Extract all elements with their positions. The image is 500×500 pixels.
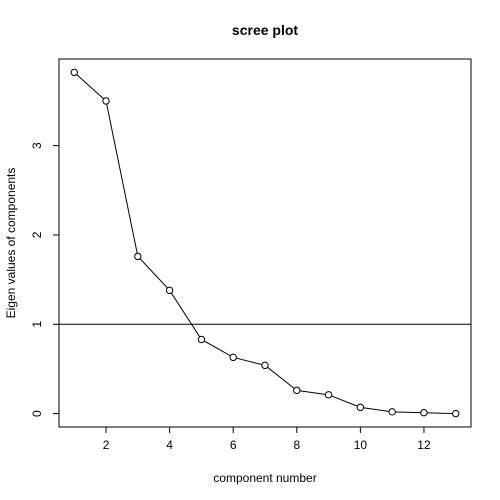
data-point <box>388 408 396 416</box>
data-point <box>324 391 333 399</box>
y-axis: 0 1 2 3 <box>30 142 60 417</box>
data-point <box>102 97 110 105</box>
data-point <box>261 361 269 370</box>
x-tick-label: 12 <box>417 438 431 452</box>
plot-frame <box>58 58 472 428</box>
x-tick-label: 4 <box>166 438 173 452</box>
x-tick-label: 8 <box>293 438 300 452</box>
y-axis-label: Eigen values of components <box>4 168 18 319</box>
y-tick-label: 2 <box>30 231 44 238</box>
x-axis-label: component number <box>213 471 316 485</box>
data-point <box>70 68 78 77</box>
x-axis: 2 4 6 8 10 12 <box>103 426 431 452</box>
x-tick-label: 10 <box>354 438 368 452</box>
y-tick-label: 1 <box>30 321 44 328</box>
data-point <box>197 335 206 344</box>
data-point <box>165 286 174 295</box>
data-point <box>293 386 301 395</box>
x-tick-label: 2 <box>103 438 110 452</box>
y-tick-label: 0 <box>30 410 44 417</box>
x-tick-label: 6 <box>230 438 237 452</box>
data-point <box>420 409 428 417</box>
data-point <box>134 252 142 261</box>
plot-area <box>59 68 471 418</box>
data-point <box>229 353 237 362</box>
y-tick-label: 3 <box>30 142 44 149</box>
chart-title: scree plot <box>232 22 298 38</box>
data-point <box>452 409 460 418</box>
data-point <box>356 403 365 412</box>
